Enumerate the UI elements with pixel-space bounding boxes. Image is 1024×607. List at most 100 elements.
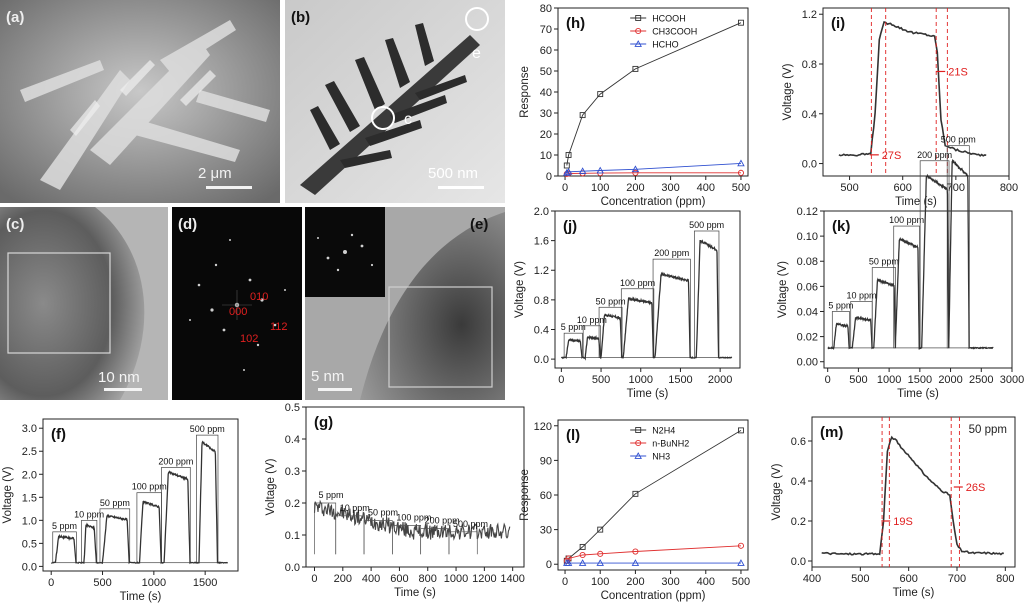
concentration-label: 100 ppm	[620, 278, 655, 288]
exposure-window	[831, 311, 850, 349]
micrograph-c-scale: 10 nm	[98, 369, 140, 386]
y-tick-label: 70	[540, 24, 552, 36]
y-tick-label: 40	[540, 87, 552, 99]
y-tick-label: 1.5	[22, 492, 37, 504]
y-tick-label: 0.0	[791, 556, 806, 568]
data-point	[579, 551, 586, 559]
y-tick-label: 0.5	[285, 402, 300, 414]
scale-bar	[318, 388, 352, 391]
data-point	[632, 490, 639, 497]
concentration-note: 50 ppm	[969, 424, 1007, 436]
y-tick-label: 20	[540, 129, 552, 141]
y-tick-label: 0.00	[797, 357, 818, 369]
concentration-label: 500 ppm	[689, 220, 724, 230]
selected-area-box	[388, 286, 493, 388]
concentration-label: 100 ppm	[396, 512, 431, 522]
concentration-label: 100 ppm	[889, 215, 924, 225]
x-tick-label: 400	[697, 182, 715, 194]
data-point	[631, 559, 640, 566]
region-e-marker	[465, 7, 489, 31]
y-axis-label: Response	[519, 469, 531, 521]
x-tick-label: 1000	[629, 374, 653, 386]
x-tick-label: 100	[591, 576, 609, 588]
plot-frame	[305, 406, 525, 568]
data-point	[565, 555, 572, 562]
x-tick-label: 0	[562, 182, 568, 194]
y-tick-label: 0.8	[534, 295, 549, 307]
x-tick-label: 2500	[969, 374, 993, 386]
y-tick-label: 1.6	[534, 236, 549, 248]
data-point	[632, 169, 639, 176]
x-tick-label: 1400	[500, 573, 524, 585]
y-tick-label: 30	[540, 525, 552, 537]
data-point	[737, 159, 745, 167]
x-axis-label: Time (s)	[893, 587, 935, 599]
data-point	[564, 167, 573, 175]
legend-entry: HCHO	[652, 40, 679, 50]
y-tick-label: 30	[540, 108, 552, 120]
y-tick-label: 2.0	[534, 206, 549, 218]
panel-label: (l)	[566, 427, 580, 444]
x-tick-label: 1500	[908, 374, 932, 386]
exposure-window	[582, 325, 602, 358]
micrograph-c-label: (c)	[6, 216, 24, 233]
plot-frame	[554, 210, 741, 369]
y-tick-label: 2.0	[22, 469, 37, 481]
concentration-label: 50 ppm	[100, 498, 130, 508]
x-tick-label: 600	[894, 182, 912, 194]
exposure-window	[161, 467, 191, 564]
x-tick-label: 400	[362, 573, 380, 585]
exposure-window	[693, 230, 720, 358]
chart-k: 0 500 1000 1500 2000 2500 30000.000.020.040.06…	[777, 135, 1024, 400]
y-tick-label: 3.0	[22, 423, 37, 435]
concentration-label: 200 ppm	[425, 516, 460, 526]
spot-112: 112	[270, 321, 288, 333]
region-e-label: e	[472, 45, 481, 62]
concentration-label: 5 ppm	[561, 322, 586, 332]
spot-010: 010	[250, 291, 268, 303]
exposure-window	[871, 267, 896, 349]
concentration-label: 50 ppm	[869, 257, 899, 267]
x-tick-label: 500	[93, 577, 111, 589]
signal-trace	[821, 435, 1004, 556]
data-point	[597, 526, 604, 533]
x-tick-label: 1500	[193, 577, 217, 589]
concentration-label: 50 ppm	[368, 508, 398, 518]
x-tick-label: 800	[996, 573, 1014, 585]
legend-marker	[635, 27, 642, 35]
signal-trace	[51, 440, 229, 565]
y-tick-label: 0.1	[285, 530, 300, 542]
y-tick-label: 0.2	[285, 498, 300, 510]
x-tick-label: 0	[558, 374, 564, 386]
concentration-label: 500 ppm	[453, 519, 488, 529]
x-tick-label: 3000	[1000, 374, 1024, 386]
concentration-label: 5 ppm	[52, 521, 77, 531]
panel-label: (g)	[314, 414, 333, 431]
chart-m: 400 500 600 700 800 0.0 0.2 0.4 0.6 Time (s) Volta…	[771, 416, 1016, 599]
exposure-window	[919, 160, 950, 349]
response-time-label: 21S	[948, 66, 968, 78]
y-tick-label: 0.04	[797, 306, 818, 318]
data-point	[563, 168, 571, 176]
micrograph-a-label: (a)	[6, 9, 24, 26]
data-point	[632, 548, 639, 555]
plot-frame	[822, 7, 1010, 177]
region-c-label: c	[404, 111, 412, 128]
concentration-label: 500 ppm	[190, 424, 225, 434]
selected-area-box	[7, 252, 111, 354]
series-line	[566, 172, 741, 175]
legend-entry: n-BuNH2	[652, 439, 689, 449]
concentration-label: 5 ppm	[828, 300, 853, 310]
exposure-window	[81, 519, 98, 564]
x-tick-label: 500	[851, 573, 869, 585]
plot-frame	[811, 416, 1016, 568]
legend-marker	[635, 439, 642, 447]
x-tick-label: 0	[825, 374, 831, 386]
x-tick-label: 500	[732, 182, 750, 194]
micrograph-e-label: (e)	[470, 216, 488, 233]
signal-trace	[560, 239, 733, 361]
x-tick-label: 0	[562, 576, 568, 588]
panel-label: (i)	[831, 15, 845, 32]
y-axis-label: Voltage (V)	[265, 458, 277, 515]
x-tick-label: 400	[803, 573, 821, 585]
